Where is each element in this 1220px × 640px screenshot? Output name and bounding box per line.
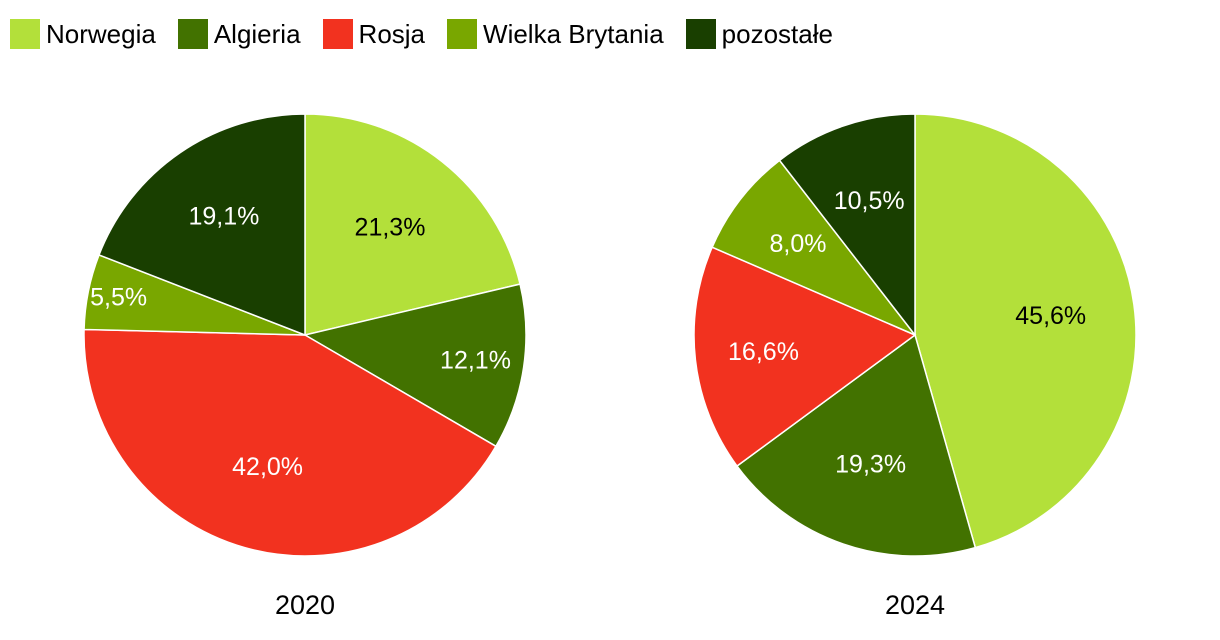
pie-slice-2024-rosja bbox=[693, 246, 917, 468]
pie-slice-2020-algieria bbox=[303, 283, 527, 448]
legend-label-rosja: Rosja bbox=[358, 18, 426, 49]
legend-swatch-norwegia bbox=[10, 19, 40, 49]
slice-label-2020-algieria: 12,1% bbox=[440, 346, 511, 374]
slice-label-2020-rosja: 42,0% bbox=[232, 453, 303, 481]
legend-swatch-wielka-brytania bbox=[447, 19, 478, 49]
pie-chart-2024: 45,6% 19,3% 16,6% 8,0%10,5% 2024 bbox=[693, 113, 1137, 620]
legend-swatch-algieria bbox=[177, 19, 208, 49]
pie-slice-2024-algieria bbox=[735, 333, 977, 557]
pie-slice-2024-pozostale bbox=[778, 113, 916, 338]
legend-label-pozostale: pozostałe bbox=[721, 18, 833, 49]
pie-slice-2020-rosja bbox=[83, 328, 497, 557]
slice-label-2020-norwegia: 21,3% bbox=[355, 214, 426, 242]
legend-label-wielka-brytania: Wielka Brytania bbox=[483, 18, 664, 49]
legend-swatch-rosja bbox=[322, 19, 353, 49]
slice-label-2024-norwegia: 45,6% bbox=[1015, 302, 1086, 330]
pie-chart-2020: 21,3% 12,1% 42,0% 5,5% 19,1% 2020 bbox=[83, 113, 527, 620]
chart-title-2020: 2020 bbox=[275, 590, 335, 620]
legend-item-pozostale: pozostałe bbox=[685, 18, 833, 50]
pie-slice-2020-norwegia bbox=[304, 113, 521, 336]
slice-label-2024-algieria: 19,3% bbox=[835, 451, 906, 479]
chart-legend: Norwegia Algieria Rosja Wielka Brytania … bbox=[10, 14, 855, 54]
slice-label-2024-pozostale: 10,5% bbox=[834, 187, 905, 215]
pie-slice-2024-norwegia bbox=[914, 113, 1137, 549]
legend-item-wielka-brytania: Wielka Brytania bbox=[447, 19, 664, 50]
slice-label-2024-rosja: 16,6% bbox=[728, 338, 799, 366]
legend-item-algieria: Algieria bbox=[177, 18, 301, 50]
slice-label-2020-pozostale: 19,1% bbox=[188, 202, 259, 230]
slice-label-2020-wielka-brytania: 5,5% bbox=[90, 284, 147, 312]
pie-slice-2024-wielka-brytania bbox=[711, 159, 916, 336]
legend-item-rosja: Rosja bbox=[322, 18, 426, 50]
pie-slice-2020-pozostale bbox=[98, 113, 306, 337]
slice-label-2024-wielka-brytania: 8,0% bbox=[770, 230, 827, 258]
legend-item-norwegia: Norwegia bbox=[10, 19, 156, 50]
legend-swatch-pozostale bbox=[685, 19, 716, 49]
legend-label-algieria: Algieria bbox=[213, 18, 301, 49]
legend-label-norwegia: Norwegia bbox=[46, 18, 156, 49]
chart-title-2024: 2024 bbox=[885, 590, 945, 620]
